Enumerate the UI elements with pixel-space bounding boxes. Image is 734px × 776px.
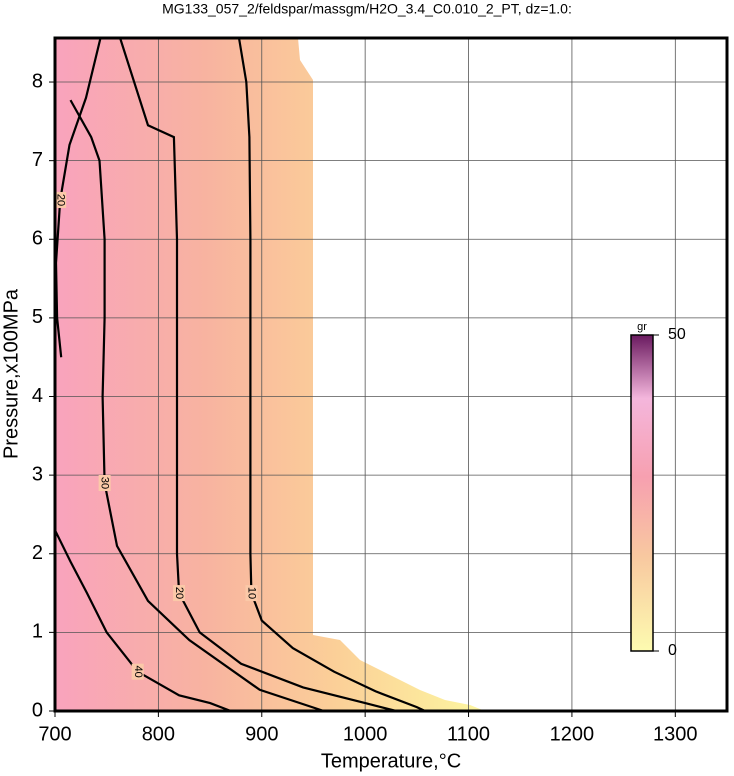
contour-label: 20 — [173, 587, 185, 599]
grid — [54, 38, 727, 712]
contours: 10 20 30 20 40 — [54, 37, 426, 713]
x-tick-label: 800 — [142, 723, 175, 745]
y-tick-label: 2 — [32, 542, 43, 564]
contour-label-bg — [131, 663, 144, 680]
field-fill — [55, 38, 485, 711]
contour-line — [119, 37, 397, 713]
y-tick-label: 4 — [32, 385, 43, 407]
contour-label: 30 — [99, 477, 111, 489]
y-tick-label: 3 — [32, 463, 43, 485]
y-tick-label: 1 — [32, 621, 43, 643]
colorbar-label: gr — [637, 321, 647, 333]
x-tick-label: 700 — [38, 723, 71, 745]
x-tick-label: 1000 — [343, 723, 388, 745]
contour-label: 40 — [132, 666, 144, 678]
x-axis-label: Temperature,°C — [321, 750, 461, 772]
colorbar-tick-label: 0 — [668, 642, 677, 659]
contour-label-bg — [98, 474, 111, 491]
y-tick-label: 7 — [32, 149, 43, 171]
y-axis-label: Pressure,x100MPa — [0, 288, 22, 459]
y-tick-label: 0 — [32, 699, 43, 721]
colorbar-tick-label: 50 — [668, 326, 686, 343]
contour-line — [69, 99, 325, 713]
contour-label-bg — [54, 191, 67, 208]
y-tick-label: 8 — [32, 70, 43, 92]
x-tick-label: 1200 — [550, 723, 595, 745]
contour-label: 10 — [246, 587, 258, 599]
x-tick-label: 900 — [245, 723, 278, 745]
chart-title: MG133_057_2/feldspar/massgm/H2O_3.4_C0.0… — [162, 1, 572, 17]
contour-label: 20 — [54, 194, 66, 206]
x-tick-label: 1100 — [447, 723, 490, 745]
x-tick-label: 1300 — [653, 723, 698, 745]
contour-line — [54, 529, 232, 713]
y-tick-label: 6 — [32, 228, 43, 250]
y-tick-label: 5 — [32, 306, 43, 328]
contour-label-bg — [245, 585, 258, 602]
contour-label-bg — [173, 585, 186, 602]
frame — [53, 36, 729, 713]
colorbar — [630, 334, 654, 652]
